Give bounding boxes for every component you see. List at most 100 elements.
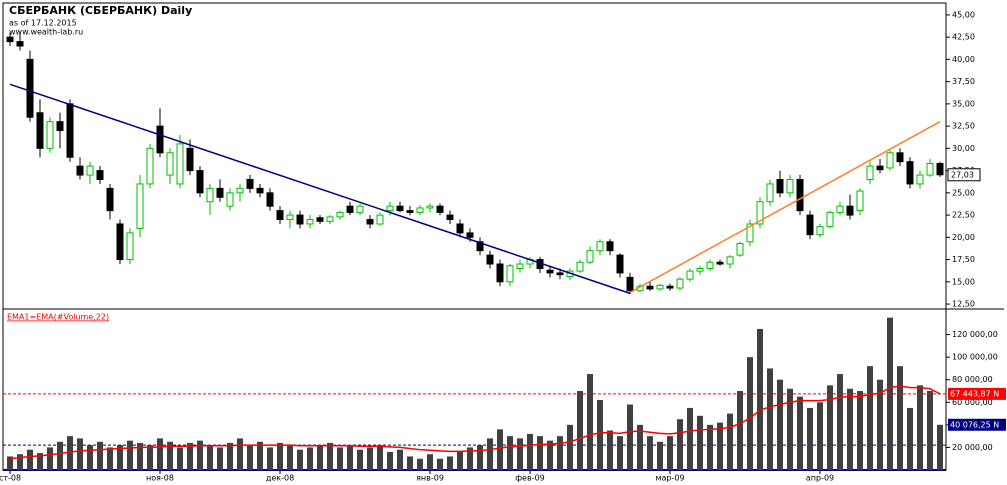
candle-body <box>876 165 884 171</box>
trend-line <box>629 121 941 294</box>
candle-body <box>126 232 134 261</box>
volume-bar <box>597 400 603 470</box>
candle-body <box>826 211 834 228</box>
volume-bar <box>37 453 43 470</box>
candle-body <box>86 165 94 176</box>
volume-bar <box>767 368 773 470</box>
candle-body <box>546 269 554 274</box>
volume-bar <box>27 449 33 470</box>
volume-bar <box>347 445 353 470</box>
legend: EMA1=EMA(#Volume,22) <box>7 313 109 322</box>
candle-body <box>36 112 44 149</box>
volume-bar <box>867 366 873 470</box>
volume-bar <box>57 441 63 470</box>
last-price-box <box>947 168 981 182</box>
volume-bar <box>317 445 323 470</box>
candle-body <box>866 165 874 180</box>
candle-body <box>716 261 724 265</box>
candle-body <box>906 161 914 185</box>
candle-body <box>746 223 754 243</box>
volume-bar <box>557 436 563 470</box>
volume-bar <box>277 442 283 470</box>
candle-body <box>736 243 744 256</box>
candle-body <box>596 241 604 252</box>
candle-body <box>246 178 254 189</box>
candle-body <box>356 205 364 213</box>
volume-bar <box>237 438 243 470</box>
volume-bar <box>287 445 293 470</box>
candle-body <box>496 263 504 283</box>
volume-bar <box>377 445 383 470</box>
volume-bar <box>747 357 753 470</box>
candle-body <box>486 254 494 265</box>
candle-body <box>406 210 414 213</box>
candle-body <box>156 125 164 154</box>
candle-body <box>286 214 294 221</box>
volume-bar <box>327 442 333 470</box>
candle-body <box>326 216 334 222</box>
y-tick-label: 37,50 <box>952 77 975 86</box>
volume-bar <box>247 445 253 470</box>
candle-body <box>686 270 694 280</box>
y-tick-label: 100 000,00 <box>952 353 998 362</box>
volume-bar <box>217 447 223 470</box>
volume-bar <box>517 438 523 470</box>
x-tick-label: янв-09 <box>416 474 444 483</box>
volume-bar <box>617 436 623 470</box>
candle-body <box>336 211 344 218</box>
volume-bar <box>117 445 123 470</box>
volume-bar <box>197 440 203 470</box>
volume-bar <box>447 456 453 470</box>
volume-bar <box>87 445 93 470</box>
volume-bar <box>457 451 463 470</box>
last-value-label: 40 076,25 N <box>950 420 999 429</box>
candle-body <box>856 190 864 212</box>
volume-bar <box>537 436 543 470</box>
volume-bar <box>657 441 663 470</box>
candle-body <box>206 187 214 203</box>
candle-body <box>316 217 324 222</box>
y-tick-label: 60 000,00 <box>952 398 993 407</box>
volume-bar <box>587 374 593 470</box>
candle-body <box>436 205 444 213</box>
candle-body <box>66 103 74 158</box>
x-tick-label: ст-08 <box>0 474 21 483</box>
y-tick-label: 25,00 <box>952 188 975 197</box>
last-value-label: 67 443,87 N <box>950 389 999 398</box>
candle-body <box>456 223 464 234</box>
y-tick-label: 32,50 <box>952 122 975 131</box>
candle-body <box>266 192 274 207</box>
y-tick-label: 80 000,00 <box>952 375 993 384</box>
y-tick-label: 120 000,00 <box>952 330 998 339</box>
candle-body <box>466 232 474 238</box>
volume-bar <box>297 449 303 470</box>
candle-body <box>366 219 374 225</box>
candle-body <box>586 250 594 263</box>
y-tick-label: 40,00 <box>952 55 975 64</box>
candle-body <box>726 256 734 265</box>
last-value-box <box>948 387 1006 400</box>
volume-bar <box>837 374 843 470</box>
candle-body <box>626 276 634 292</box>
candle-body <box>476 241 484 252</box>
volume-bar <box>127 440 133 470</box>
volume-bar <box>787 388 793 470</box>
candle-body <box>216 187 224 198</box>
volume-bar <box>357 449 363 470</box>
volume-bar <box>547 440 553 470</box>
volume-bar <box>487 438 493 470</box>
candle-body <box>896 152 904 163</box>
candle-body <box>256 187 264 194</box>
candle-body <box>446 214 454 221</box>
volume-bar <box>437 458 443 470</box>
trend-line <box>9 83 631 295</box>
candle-body <box>176 143 184 185</box>
volume-bar <box>797 396 803 470</box>
volume-bar <box>717 422 723 470</box>
candle-body <box>646 285 654 290</box>
candle-body <box>136 183 144 229</box>
volume-bar <box>407 456 413 470</box>
volume-bar <box>77 438 83 470</box>
y-tick-label: 45,00 <box>952 10 975 19</box>
